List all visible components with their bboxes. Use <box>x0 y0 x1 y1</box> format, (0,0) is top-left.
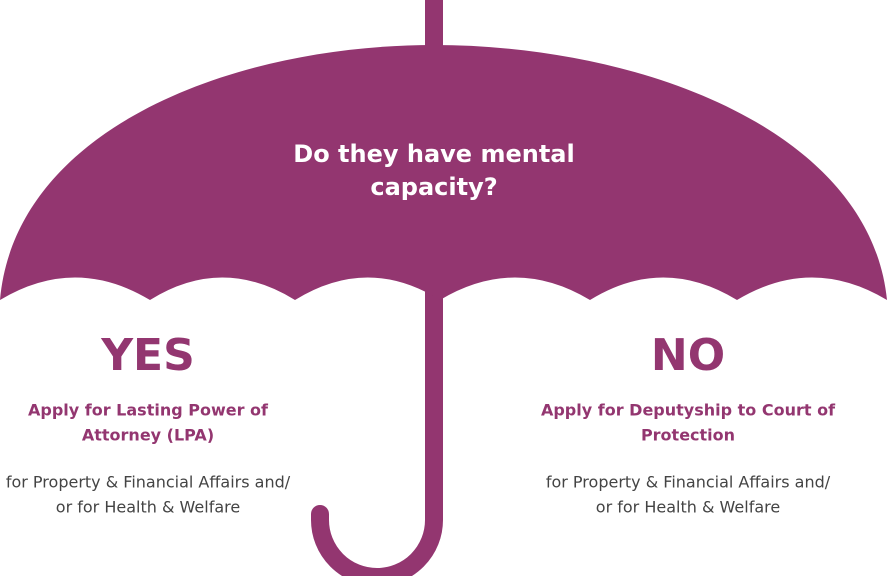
yes-action: Apply for Lasting Power of <box>28 401 269 420</box>
question: Do they have mental <box>293 140 574 168</box>
no-action: Protection <box>641 426 735 445</box>
question: capacity? <box>370 173 497 201</box>
no-detail: or for Health & Welfare <box>596 498 780 517</box>
umbrella-diagram: Do they have mental capacity? YES Apply … <box>0 0 887 576</box>
yes-detail: or for Health & Welfare <box>56 498 240 517</box>
no-action: Apply for Deputyship to Court of <box>541 401 836 420</box>
yes-action: Attorney (LPA) <box>82 426 214 445</box>
no-title: NO <box>651 330 725 381</box>
no-detail: for Property & Financial Affairs and/ <box>546 473 831 492</box>
yes-title: YES <box>100 330 195 381</box>
yes-detail: for Property & Financial Affairs and/ <box>6 473 291 492</box>
